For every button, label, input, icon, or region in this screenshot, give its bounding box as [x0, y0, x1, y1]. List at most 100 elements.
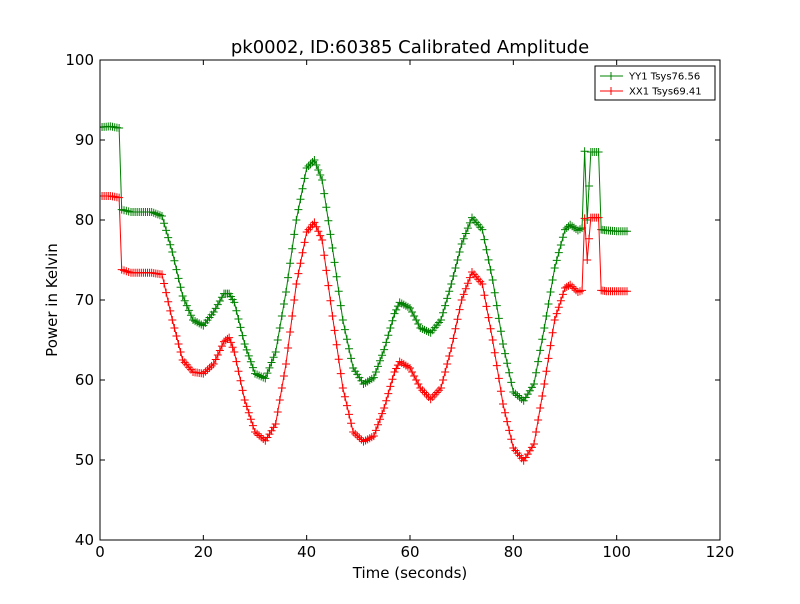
data-point — [232, 306, 241, 315]
data-point — [410, 312, 419, 320]
data-point — [507, 435, 516, 444]
data-point — [207, 361, 216, 370]
data-point — [189, 316, 197, 324]
data-point — [164, 297, 173, 306]
data-point — [416, 324, 425, 332]
data-point — [480, 235, 489, 244]
data-point — [558, 290, 567, 299]
data-point — [334, 355, 343, 364]
data-point — [552, 309, 561, 318]
data-point — [213, 351, 222, 360]
ticks-layer: 0 20 40 60 80 100 120 40 50 60 70 80 90 100 — [65, 51, 734, 561]
data-point — [314, 227, 323, 236]
data-point — [556, 296, 565, 305]
data-point — [554, 248, 563, 257]
data-point — [384, 331, 393, 340]
data-point — [536, 404, 545, 412]
data-point — [542, 367, 551, 376]
data-point — [347, 354, 356, 363]
data-point — [242, 345, 251, 354]
data-point — [316, 171, 325, 179]
data-point — [501, 349, 510, 358]
data-point — [558, 233, 567, 242]
data-point — [351, 429, 360, 438]
data-point — [380, 345, 389, 354]
data-point — [478, 225, 487, 234]
x-tick-label: 40 — [297, 543, 316, 561]
data-point — [457, 240, 466, 248]
data-point — [490, 288, 499, 297]
data-point — [482, 302, 491, 311]
data-point — [594, 213, 603, 222]
data-point — [580, 214, 589, 223]
series-layer — [100, 122, 631, 465]
data-point — [388, 316, 397, 325]
data-point — [294, 205, 303, 214]
data-point — [408, 308, 417, 316]
data-point — [494, 374, 503, 383]
data-point — [480, 291, 489, 300]
y-tick-label: 80 — [75, 211, 94, 229]
data-point — [232, 357, 241, 366]
legend-marker — [607, 72, 615, 80]
data-point — [353, 431, 362, 440]
data-point — [302, 164, 311, 172]
data-point — [248, 363, 257, 372]
plot-frame — [99, 59, 721, 541]
legend-marker — [607, 87, 615, 95]
data-point — [532, 368, 541, 377]
legend-box — [594, 65, 716, 101]
data-point — [259, 435, 268, 444]
data-point — [182, 301, 191, 310]
data-point — [575, 225, 584, 234]
data-point — [534, 357, 543, 366]
data-point — [536, 346, 545, 355]
data-point — [406, 364, 414, 372]
data-point — [382, 396, 391, 405]
data-point — [359, 437, 368, 446]
data-point — [215, 346, 224, 355]
data-point — [505, 426, 514, 435]
data-point — [594, 148, 603, 156]
data-point — [292, 280, 301, 288]
data-point — [310, 156, 319, 164]
data-point — [424, 327, 433, 336]
data-point — [267, 358, 276, 367]
data-point — [465, 273, 474, 282]
data-point — [361, 436, 370, 445]
data-point — [282, 360, 290, 368]
data-point — [248, 421, 257, 430]
data-point — [527, 383, 536, 392]
data-point — [451, 324, 460, 333]
data-point — [546, 341, 555, 350]
data-point — [392, 364, 401, 373]
x-tick-label: 80 — [504, 543, 523, 561]
data-point — [166, 240, 175, 249]
data-point — [342, 335, 351, 344]
y-tick-label: 40 — [75, 531, 94, 549]
data-point — [342, 401, 351, 410]
data-point — [397, 299, 406, 308]
data-point — [174, 274, 183, 283]
data-point — [324, 216, 333, 225]
data-point — [322, 203, 331, 212]
data-point — [193, 318, 202, 327]
data-point — [240, 340, 249, 348]
data-point — [371, 426, 380, 435]
legend-label: YY1 Tsys76.56 — [628, 72, 700, 83]
data-point — [437, 316, 445, 324]
data-point — [334, 287, 343, 296]
data-point — [443, 360, 452, 368]
data-point — [439, 376, 448, 384]
data-point — [406, 304, 414, 312]
data-point — [449, 334, 458, 343]
series-markers — [100, 122, 631, 405]
data-point — [369, 373, 378, 382]
data-point — [550, 316, 559, 324]
data-point — [503, 359, 512, 368]
data-point — [332, 272, 341, 281]
data-point — [390, 368, 399, 376]
data-point — [330, 258, 339, 267]
series-1 — [100, 192, 631, 465]
